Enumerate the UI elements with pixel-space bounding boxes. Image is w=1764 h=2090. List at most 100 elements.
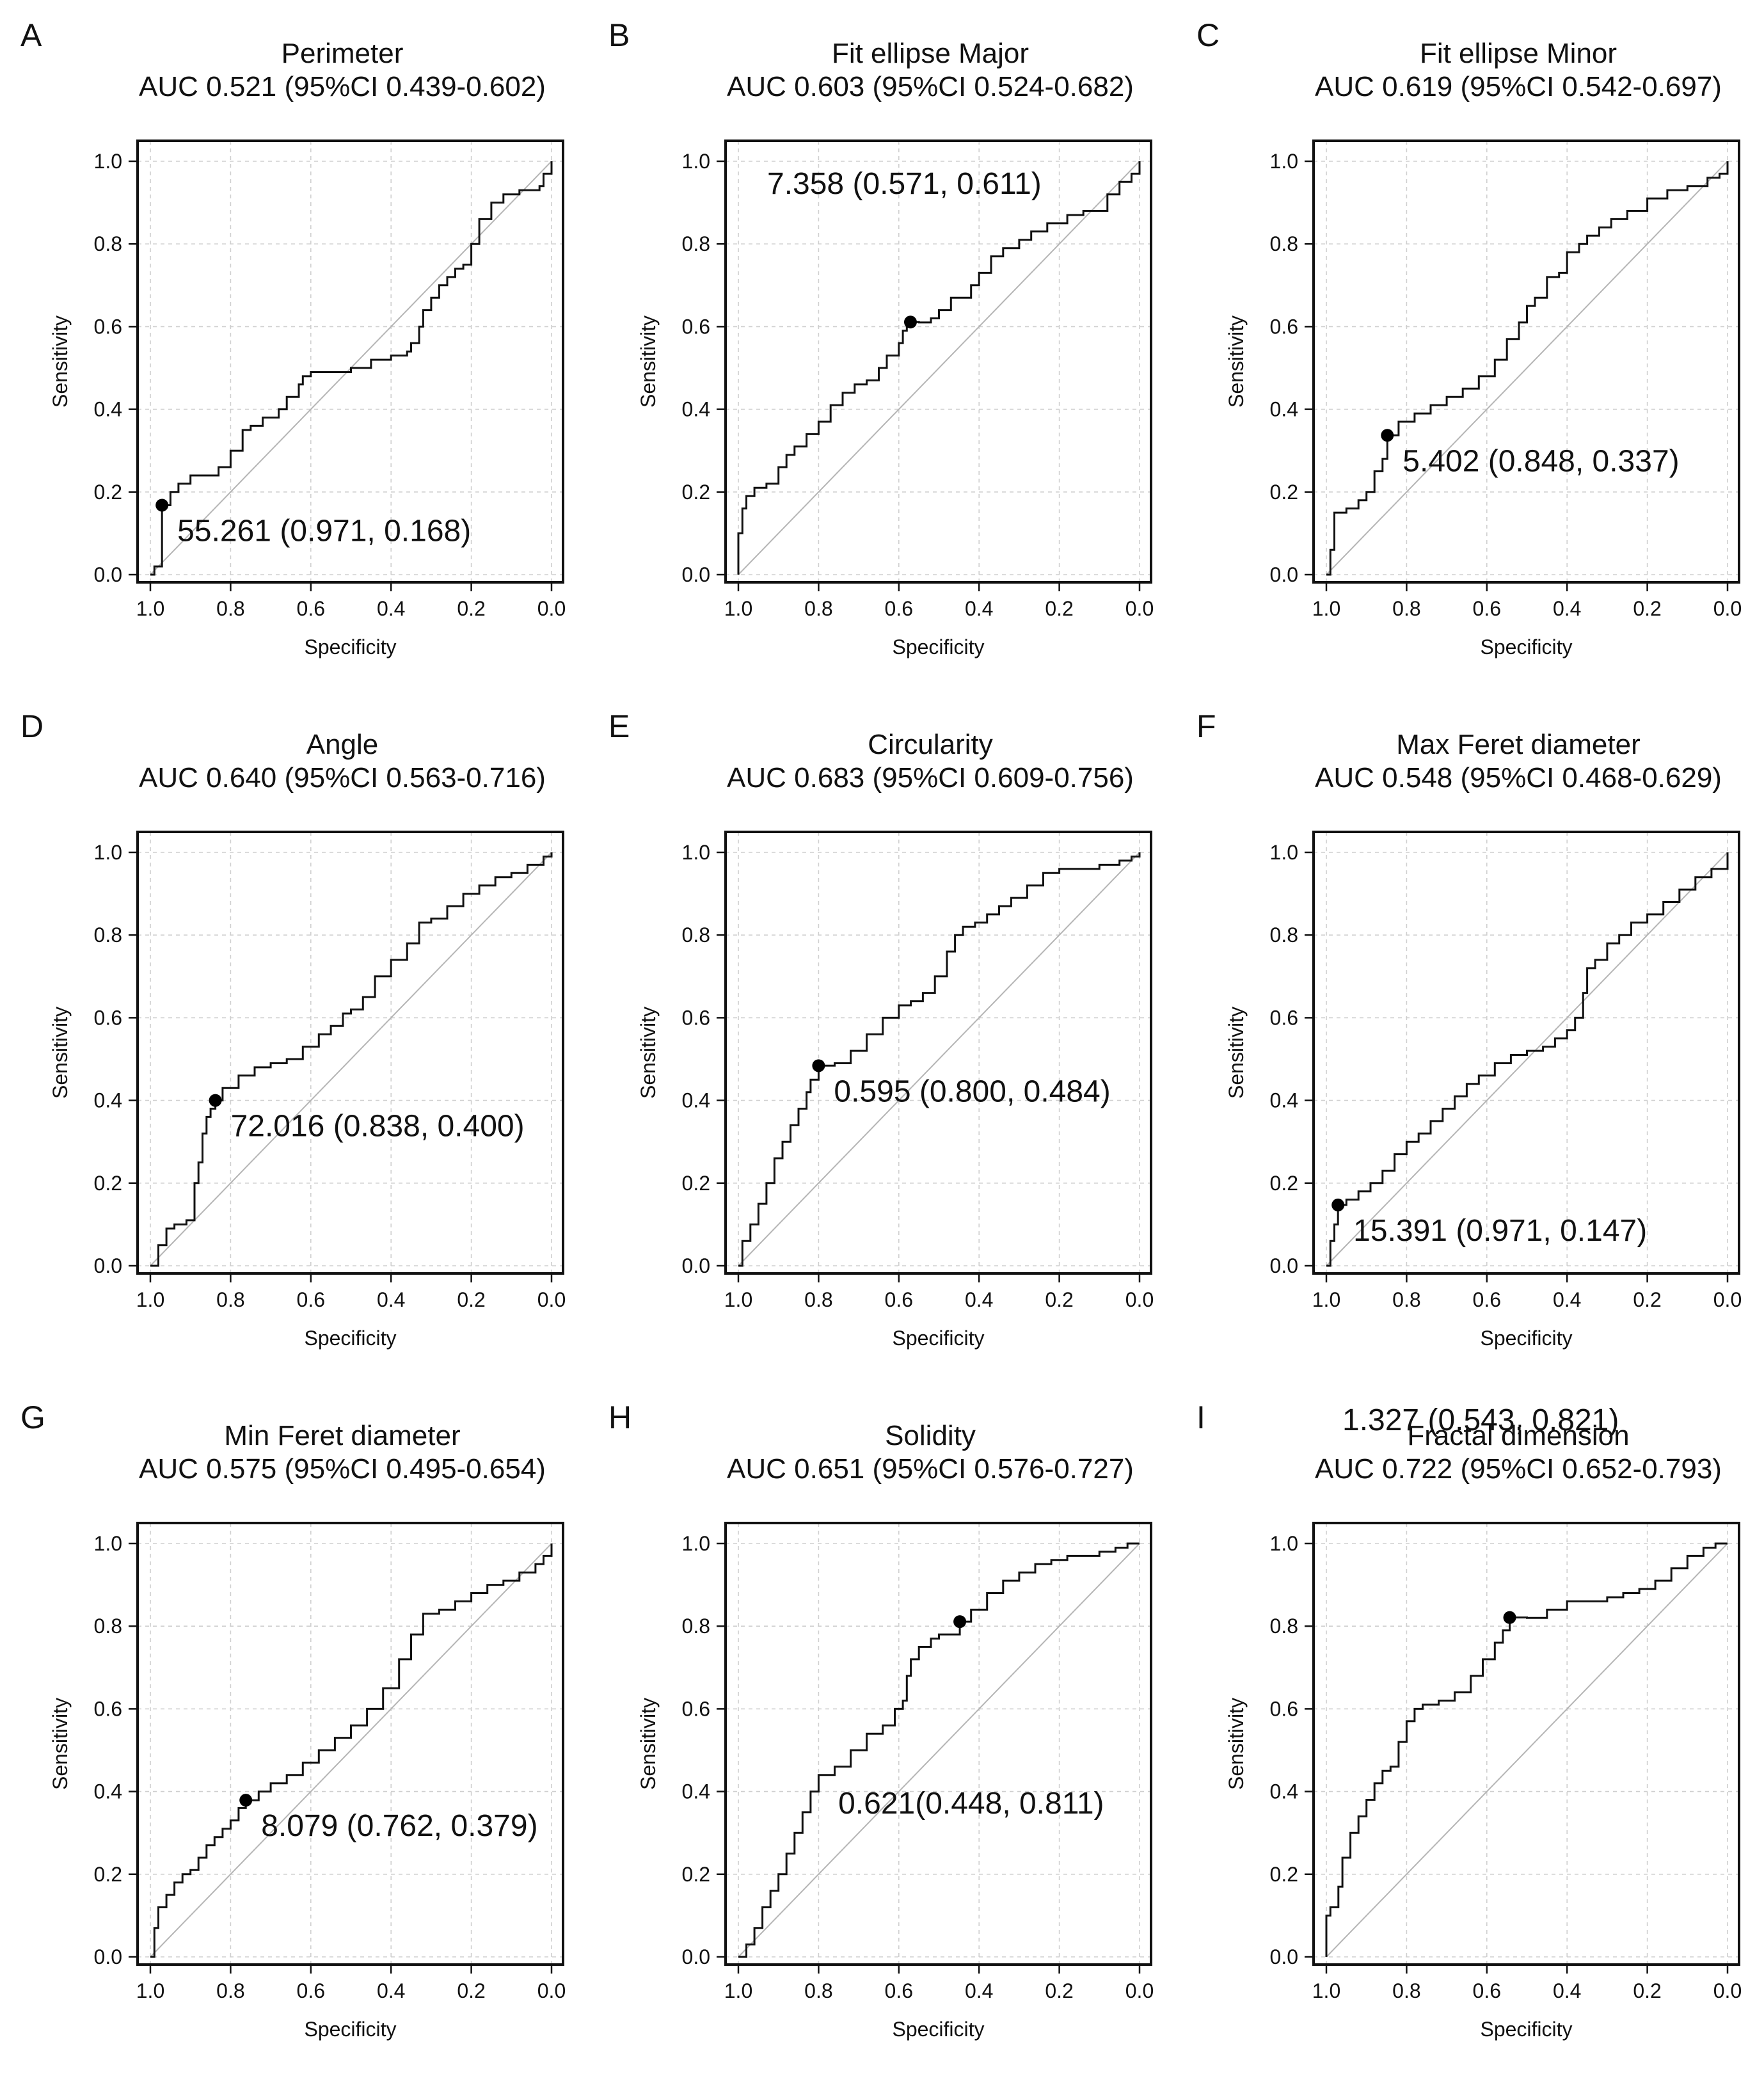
x-tick-label: 0.2 [1633,1979,1661,2002]
x-tick-label: 1.0 [724,1288,752,1311]
y-axis-label: Sensitivity [1225,1698,1248,1790]
cutoff-point [1331,1199,1345,1212]
x-tick-label: 0.2 [1045,1288,1073,1311]
reference-diagonal [738,161,1140,575]
x-tick-label: 0.4 [377,1979,405,2002]
x-tick-label: 0.4 [377,1288,405,1311]
y-tick-label: 1.0 [94,841,122,864]
gridlines [726,141,1151,582]
x-tick-label: 0.2 [457,1979,485,2002]
y-tick-label: 0.6 [94,1697,122,1720]
reference-diagonal [1326,161,1728,575]
roc-curve [738,852,1141,1267]
y-tick-label: 0.2 [94,481,122,504]
roc-curve [150,161,553,576]
gridlines [138,832,563,1273]
cutoff-label: 0.595 (0.800, 0.484) [834,1074,1110,1108]
x-tick-label: 0.6 [1473,1979,1501,2002]
x-tick-label: 1.0 [724,597,752,620]
y-tick-label: 0.8 [94,923,122,946]
reference-diagonal [738,852,1140,1266]
y-tick-label: 0.0 [682,563,710,586]
gridlines [138,1523,563,1965]
y-tick-label: 0.2 [1270,481,1298,504]
plot-frame [1312,831,1740,1275]
y-tick-label: 0.6 [682,1006,710,1029]
plot-frame [136,831,564,1275]
y-tick-label: 1.0 [682,1532,710,1555]
plot-frame [136,1522,564,1966]
x-tick-label: 0.4 [965,1979,993,2002]
y-tick-label: 0.4 [94,1780,122,1803]
x-tick-label: 0.8 [1392,597,1420,620]
reference-diagonal [738,1543,1140,1958]
cutoff-point [903,315,917,329]
gridlines [1314,1523,1739,1965]
x-tick-label: 0.2 [1633,597,1661,620]
x-tick-label: 0.6 [297,597,325,620]
x-tick-label: 0.2 [457,1288,485,1311]
y-tick-label: 0.2 [1270,1863,1298,1886]
roc-curve [1326,852,1729,1267]
y-tick-label: 0.8 [94,232,122,255]
cutoff-point [239,1794,253,1807]
roc-curve [1325,1542,1728,1957]
y-tick-label: 0.6 [94,1006,122,1029]
x-tick-label: 1.0 [1312,1288,1340,1311]
chart-title: Solidity [885,1420,976,1451]
x-tick-label: 1.0 [1312,1979,1340,2002]
x-axis-label: Specificity [1480,2018,1572,2041]
plot-frame [1312,140,1740,584]
panel-letter: C [1196,17,1220,53]
panel-letter: F [1196,708,1216,744]
y-tick-label: 0.2 [682,1863,710,1886]
x-axis-label: Specificity [892,2018,984,2041]
chart-title: Fit ellipse Minor [1420,38,1617,69]
cutoff-label: 15.391 (0.971, 0.147) [1353,1214,1647,1248]
y-tick-label: 0.4 [1270,1780,1298,1803]
x-tick-label: 0.2 [1045,597,1073,620]
reference-diagonal [150,1543,552,1958]
gridlines [1314,141,1739,582]
chart-subtitle: AUC 0.575 (95%CI 0.495-0.654) [139,1453,546,1485]
cutoff-point [1381,429,1394,442]
y-tick-label: 0.6 [1270,1006,1298,1029]
x-tick-label: 0.4 [1553,597,1581,620]
x-tick-label: 0.8 [1392,1979,1420,2002]
roc-curve [150,1544,553,1958]
x-tick-label: 0.2 [1633,1288,1661,1311]
panel-letter: I [1196,1400,1205,1435]
y-tick-label: 1.0 [1270,150,1298,173]
cutoff-point [1503,1611,1516,1624]
y-tick-label: 0.0 [94,1945,122,1968]
chart-subtitle: AUC 0.521 (95%CI 0.439-0.602) [139,71,546,102]
x-axis-label: Specificity [304,2018,396,2041]
y-axis-label: Sensitivity [1225,315,1248,408]
y-tick-label: 0.8 [1270,232,1298,255]
cutoff-point [812,1059,825,1073]
y-tick-label: 0.6 [682,1697,710,1720]
gridlines [726,832,1151,1273]
x-axis-label: Specificity [892,1327,984,1350]
x-tick-label: 1.0 [724,1979,752,2002]
plot-frame [1312,1522,1740,1966]
x-tick-label: 0.6 [297,1288,325,1311]
x-tick-label: 0.6 [885,597,913,620]
panel-letter: E [608,708,630,744]
y-tick-label: 0.6 [682,315,710,338]
chart-title: Fractal dimension [1407,1420,1629,1451]
x-axis-label: Specificity [1480,635,1572,658]
chart-subtitle: AUC 0.548 (95%CI 0.468-0.629) [1315,762,1722,794]
y-axis-label: Sensitivity [637,1007,660,1099]
y-tick-label: 0.6 [1270,1697,1298,1720]
chart-title: Angle [306,729,379,760]
x-tick-label: 0.4 [965,1288,993,1311]
x-tick-label: 0.6 [885,1288,913,1311]
y-tick-label: 0.0 [1270,563,1298,586]
x-tick-label: 0.6 [1473,597,1501,620]
x-tick-label: 1.0 [1312,597,1340,620]
cutoff-label: 55.261 (0.971, 0.168) [177,514,471,548]
x-tick-label: 0.0 [1125,1288,1154,1311]
